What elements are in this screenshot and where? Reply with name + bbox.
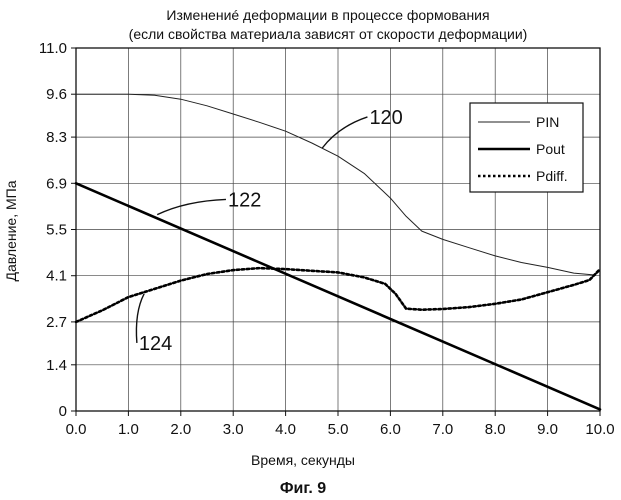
annotation-group: 120 122 124 (136, 107, 402, 355)
y-axis-label: Давление, МПа (3, 180, 19, 281)
x-tick-label: 0.0 (66, 421, 87, 438)
x-tick-label: 7.0 (432, 421, 453, 438)
annotation-label-124: 124 (139, 333, 172, 355)
y-tick-label: 11.0 (39, 40, 67, 57)
x-tick-label: 6.0 (380, 421, 401, 438)
y-tick-label: 2.7 (46, 314, 67, 331)
y-tick-label: 9.6 (46, 86, 67, 103)
x-tick-label: 2.0 (170, 421, 191, 438)
y-tick-label: 4.1 (46, 268, 67, 285)
chart-subtitle: (если свойства материала зависят от скор… (129, 26, 528, 42)
y-tick-label: 1.4 (46, 357, 67, 374)
y-tick-label: 8.3 (46, 129, 67, 146)
chart-title: Изменениé деформации в процессе формован… (166, 7, 489, 23)
legend: PIN Pout Pdiff. (470, 103, 583, 192)
y-tick-label: 5.5 (46, 222, 67, 239)
figure-caption: Фиг. 9 (280, 480, 326, 497)
figure-page: Изменениé деформации в процессе формован… (0, 0, 621, 500)
x-tick-label: 10.0 (585, 421, 614, 438)
annotation-leader-120 (322, 117, 367, 148)
annotation-label-120: 120 (369, 107, 402, 129)
y-tick-label: 0 (59, 403, 67, 420)
x-tick-label: 5.0 (328, 421, 349, 438)
x-tick-label: 9.0 (537, 421, 558, 438)
legend-label-pout: Pout (536, 141, 565, 157)
x-axis-label: Время, секунды (251, 452, 355, 468)
annotation-leader-122 (157, 199, 226, 214)
x-tick-label: 3.0 (223, 421, 244, 438)
x-tick-label: 8.0 (485, 421, 506, 438)
y-tick-label: 6.9 (46, 175, 67, 192)
pressure-chart: Изменениé деформации в процессе формован… (0, 0, 621, 500)
legend-label-pin: PIN (536, 114, 559, 130)
legend-label-pdiff: Pdiff. (536, 168, 568, 184)
x-tick-label: 4.0 (275, 421, 296, 438)
x-tick-label: 1.0 (118, 421, 139, 438)
annotation-label-122: 122 (228, 189, 261, 211)
